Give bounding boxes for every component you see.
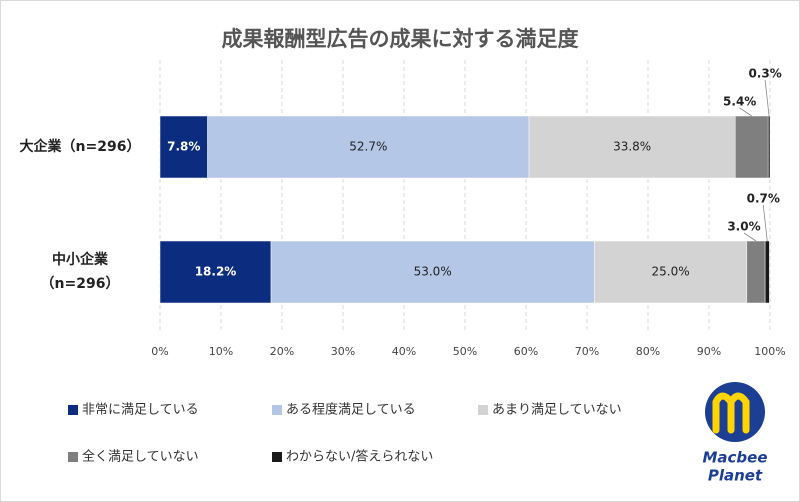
- x-tick-label: 0%: [151, 345, 168, 358]
- data-label: 5.4%: [723, 95, 756, 109]
- leader-line: [764, 79, 770, 117]
- data-label: 0.7%: [747, 192, 780, 206]
- data-label: 25.0%: [652, 265, 690, 279]
- data-label: 33.8%: [613, 140, 651, 154]
- chart-title: 成果報酬型広告の成果に対する満足度: [222, 27, 579, 51]
- bar-segment: [746, 240, 766, 304]
- bar-segment: [270, 240, 595, 304]
- bar-segment: [594, 240, 748, 304]
- leader-line: [743, 232, 757, 242]
- y-tick-label: 中小企業 （n=296）: [41, 251, 120, 292]
- x-tick-label: 50%: [453, 345, 477, 358]
- x-tick-label: 40%: [392, 345, 416, 358]
- data-label: 3.0%: [727, 220, 760, 234]
- x-tick-label: 20%: [270, 345, 294, 358]
- x-tick-label: 80%: [636, 345, 660, 358]
- legend-label: わからない/答えられない: [286, 449, 433, 465]
- legend-swatch: [478, 405, 488, 415]
- logo-text: Planet: [708, 467, 763, 485]
- x-tick-label: 100%: [754, 345, 785, 358]
- bar-segment: [159, 240, 272, 304]
- data-label: 18.2%: [195, 265, 237, 279]
- x-tick-label: 10%: [209, 345, 233, 358]
- legend-swatch: [272, 452, 282, 462]
- bar-segment: [767, 115, 771, 179]
- x-tick-label: 60%: [514, 345, 538, 358]
- y-tick-label-line: 中小企業: [52, 251, 109, 268]
- bar-segment: [764, 240, 770, 304]
- bar-segment: [159, 115, 208, 179]
- legend-swatch: [68, 452, 78, 462]
- legend-swatch: [272, 405, 282, 415]
- x-tick-label: 30%: [331, 345, 355, 358]
- bar-segment: [734, 115, 769, 179]
- legend-swatch: [68, 405, 78, 415]
- logo: Macbee Planet: [702, 382, 768, 485]
- logo-text: Macbee: [702, 449, 767, 467]
- data-label: 53.0%: [414, 265, 452, 279]
- data-label: 52.7%: [349, 140, 387, 154]
- bar-segment: [207, 115, 530, 179]
- x-tick-label: 70%: [575, 345, 599, 358]
- legend-label: あまり満足していない: [492, 403, 622, 418]
- y-tick-label-line: （n=296）: [41, 276, 120, 292]
- y-tick-label: 大企業（n=296）: [20, 138, 141, 155]
- leader-line: [762, 204, 768, 242]
- legend-label: ある程度満足している: [286, 402, 416, 418]
- x-tick-label: 90%: [697, 345, 721, 358]
- data-label: 7.8%: [167, 140, 200, 154]
- data-label: 0.3%: [748, 67, 781, 81]
- logo-mark: [712, 392, 750, 434]
- legend-label: 全く満足していない: [82, 449, 199, 465]
- leader-line: [739, 107, 752, 117]
- legend-label: 非常に満足している: [82, 403, 199, 418]
